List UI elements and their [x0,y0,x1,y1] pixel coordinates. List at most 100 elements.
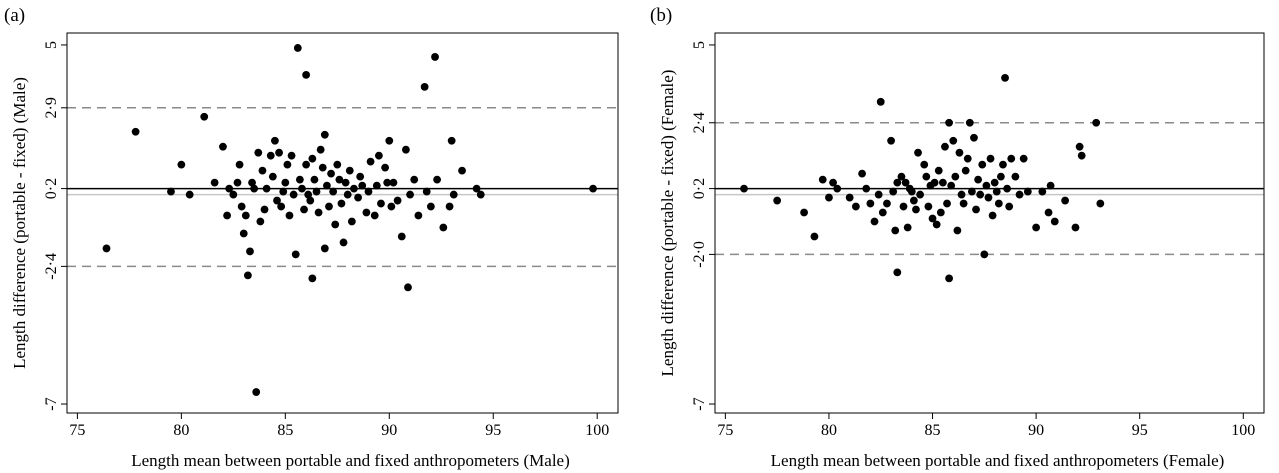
data-point-b [740,184,748,193]
y-tick-label-b: 2·4 [691,112,708,133]
data-point-a [219,142,227,151]
x-tick-label-a: 75 [69,422,85,439]
data-point-a [323,181,331,190]
data-point-b [986,154,995,163]
data-point-a [312,187,321,196]
data-point-a [167,187,175,196]
data-point-a [300,205,308,214]
data-point-a [335,175,344,184]
data-point-b [928,214,937,223]
data-point-b [1077,151,1086,160]
data-point-b [870,217,879,226]
data-point-b [878,208,887,217]
data-point-b [876,97,885,106]
data-point-a [306,196,315,205]
data-point-a [420,82,429,91]
data-point-a [589,184,597,193]
data-point-a [404,283,412,292]
data-point-b [959,199,968,208]
data-point-b [833,184,842,193]
data-point-b [825,193,833,202]
data-point-a [356,172,365,181]
data-point-a [246,247,254,256]
data-point-b [965,118,974,127]
data-point-a [248,178,256,187]
data-point-a [295,175,304,184]
data-point-a [381,163,390,172]
x-tick-label-b: 100 [1231,422,1255,439]
data-point-a [318,163,327,172]
data-point-a [291,250,300,259]
x-axis-ticks-b: 75 80 85 90 95 100 [717,413,1255,439]
data-point-a [370,211,379,220]
data-point-b [818,175,827,184]
data-point-a [225,184,234,193]
x-tick-label-a: 95 [485,422,501,439]
data-point-b [1003,184,1012,193]
x-tick-label-a: 80 [173,422,189,439]
data-point-a [350,184,358,193]
data-point-a [241,211,250,220]
data-point-a [372,181,381,190]
data-point-a [316,145,325,154]
data-point-b [1015,190,1024,199]
data-point-a [314,208,323,217]
data-point-a [406,190,414,199]
data-point-a [341,178,350,187]
y-tick-label-b: 0·2 [691,178,708,199]
data-point-b [990,178,999,187]
y-axis-label-a: Length difference (portable - fixed) (Ma… [10,77,29,369]
data-point-b [978,160,987,169]
data-point-a [258,166,267,175]
data-point-b [961,166,970,175]
data-point-a [256,217,265,226]
data-point-a [354,193,362,202]
data-point-b [945,118,954,127]
x-tick-label-a: 85 [277,422,293,439]
data-point-a [279,187,288,196]
data-point-a [366,157,375,166]
data-point-b [953,226,962,235]
data-point-a [131,127,140,136]
data-point-b [912,205,920,214]
data-point-a [271,136,279,145]
data-points-b [740,73,1105,283]
data-point-a [273,196,281,205]
data-point-a [281,178,290,187]
data-point-b [862,184,871,193]
data-point-b [1032,223,1041,232]
data-points-a [102,44,597,396]
y-tick-label-a: -2·4 [43,253,60,280]
y-tick-label-b: -7 [691,397,708,410]
data-point-a [472,184,481,193]
x-tick-label-a: 100 [585,422,609,439]
data-point-a [347,217,356,226]
data-point-a [414,211,423,220]
plot-frame-b [714,32,1265,414]
panel-a: (a) 75 80 85 90 95 100 5 2·9 0·2 -2·4 -7 Length m… [4,5,619,470]
data-point-a [233,178,242,187]
data-point-a [389,178,398,187]
data-point-a [320,130,329,139]
data-point-a [287,151,296,160]
data-point-b [984,193,993,202]
x-tick-label-a: 90 [381,422,397,439]
data-point-b [907,187,916,196]
data-point-b [992,187,1001,196]
data-point-a [343,190,352,199]
data-point-a [308,274,317,283]
data-point-a [397,232,406,241]
data-point-a [200,112,209,121]
data-point-b [930,178,939,187]
data-point-b [982,181,991,190]
data-point-a [308,154,317,163]
data-point-b [967,187,976,196]
data-point-b [938,178,947,187]
panel-label-a: (a) [4,5,25,26]
data-point-a [377,199,385,208]
data-point-a [320,244,329,253]
data-point-a [345,166,354,175]
panel-label-b: (b) [650,5,672,26]
data-point-a [329,187,338,196]
y-tick-label-a: 0·2 [43,178,60,199]
